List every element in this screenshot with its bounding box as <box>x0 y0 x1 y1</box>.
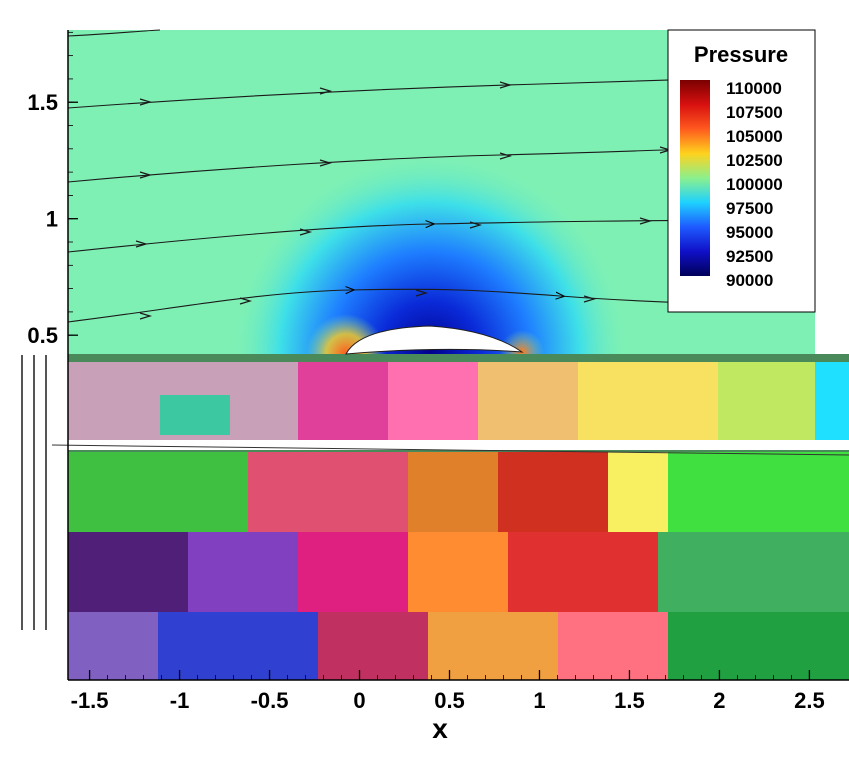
x-tick-label: 2 <box>713 688 725 713</box>
x-tick-label: 0 <box>353 688 365 713</box>
streamline <box>67 219 816 253</box>
y-tick-label: 0.5 <box>27 323 58 348</box>
x-tick-label: -1.5 <box>71 688 109 713</box>
colorbar-level-label: 92500 <box>726 247 773 266</box>
y-tick-label: 1 <box>46 207 58 232</box>
x-tick-label: 0.5 <box>434 688 465 713</box>
colorbar-level-label: 100000 <box>726 175 783 194</box>
y-axis-ticks: 0.5 1 1.5 <box>27 31 78 348</box>
colorbar <box>680 80 710 276</box>
colorbar-level-label: 110000 <box>726 79 782 98</box>
x-tick-label: 1 <box>533 688 545 713</box>
x-tick-label: -0.5 <box>251 688 289 713</box>
y-tick-label: 1.5 <box>27 90 58 115</box>
x-tick-label: -1 <box>170 688 190 713</box>
x-tick-label: 1.5 <box>614 688 645 713</box>
colorbar-level-label: 95000 <box>726 223 773 242</box>
colorbar-level-label: 105000 <box>726 127 783 146</box>
colorbar-level-label: 97500 <box>726 199 773 218</box>
corrupted-lower-region <box>20 352 849 682</box>
colorbar-level-label: 107500 <box>726 103 783 122</box>
colorbar-labels: 110000 107500 105000 102500 100000 97500 95000… <box>726 79 783 290</box>
x-tick-label: 2.5 <box>794 688 825 713</box>
colorbar-legend: Pressure 110000 107500 105000 102500 100000 9… <box>667 29 816 313</box>
colorbar-level-label: 90000 <box>726 271 773 290</box>
airfoil-shape <box>345 325 524 355</box>
x-axis-title: x <box>432 713 448 744</box>
legend-title: Pressure <box>694 42 788 67</box>
colorbar-level-label: 102500 <box>726 151 783 170</box>
x-axis-ticks: -1.5 -1 -0.5 0 0.5 1 1.5 2 2.5 <box>71 670 825 713</box>
streamline <box>67 29 161 37</box>
